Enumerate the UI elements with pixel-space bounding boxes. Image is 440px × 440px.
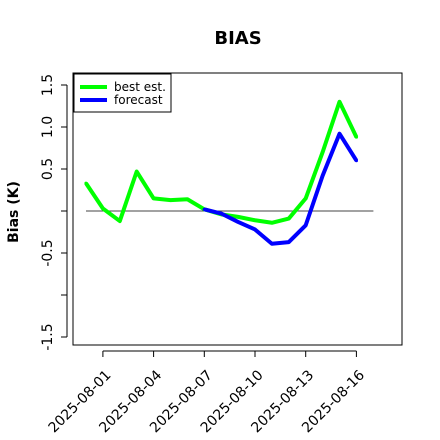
data-point-forecast xyxy=(219,211,223,216)
data-point-best-est xyxy=(270,221,274,225)
series-line-best-est xyxy=(84,99,359,225)
data-point-best-est xyxy=(321,150,325,154)
plot-frame xyxy=(72,72,403,346)
legend: best est.forecast xyxy=(73,73,172,113)
data-point-best-est xyxy=(304,196,308,200)
legend-label-best-est: best est. xyxy=(114,80,166,94)
data-point-best-est xyxy=(101,206,105,211)
y-tick-label: 1.5 xyxy=(40,74,56,96)
data-point-best-est xyxy=(185,197,189,201)
data-point-forecast xyxy=(236,220,240,224)
series-line-forecast xyxy=(203,131,359,246)
data-point-best-est xyxy=(168,198,173,202)
y-tick-label: 0.5 xyxy=(40,158,56,180)
x-axis: 2025-08-012025-08-042025-08-072025-08-10… xyxy=(46,350,368,436)
data-point-forecast xyxy=(304,223,308,227)
data-point-best-est xyxy=(287,216,291,221)
y-axis: -1.5 -0.5 0.5 1.0 1.5 xyxy=(40,74,68,351)
data-point-forecast xyxy=(287,240,291,244)
series-group xyxy=(84,99,359,246)
legend-label-forecast: forecast xyxy=(114,93,163,107)
data-point-forecast xyxy=(321,174,325,178)
legend-box xyxy=(73,73,172,113)
data-point-forecast xyxy=(270,242,274,246)
y-axis-label: Bias (K) xyxy=(6,181,22,243)
data-point-best-est xyxy=(135,169,139,174)
data-point-forecast xyxy=(253,227,257,232)
data-point-best-est xyxy=(152,196,156,200)
data-point-best-est xyxy=(236,215,240,219)
y-tick-label: -0.5 xyxy=(40,239,56,266)
y-tick-label: 1.0 xyxy=(40,116,56,138)
data-point-best-est xyxy=(118,219,122,223)
data-point-forecast xyxy=(354,159,358,163)
data-point-forecast xyxy=(337,132,342,136)
data-point-best-est xyxy=(354,135,358,139)
data-point-forecast xyxy=(202,207,206,211)
chart-title: BIAS xyxy=(214,28,261,49)
data-point-best-est xyxy=(253,218,257,222)
data-point-best-est xyxy=(84,181,88,185)
data-point-best-est xyxy=(337,100,342,104)
y-tick-label: -1.5 xyxy=(40,323,56,350)
